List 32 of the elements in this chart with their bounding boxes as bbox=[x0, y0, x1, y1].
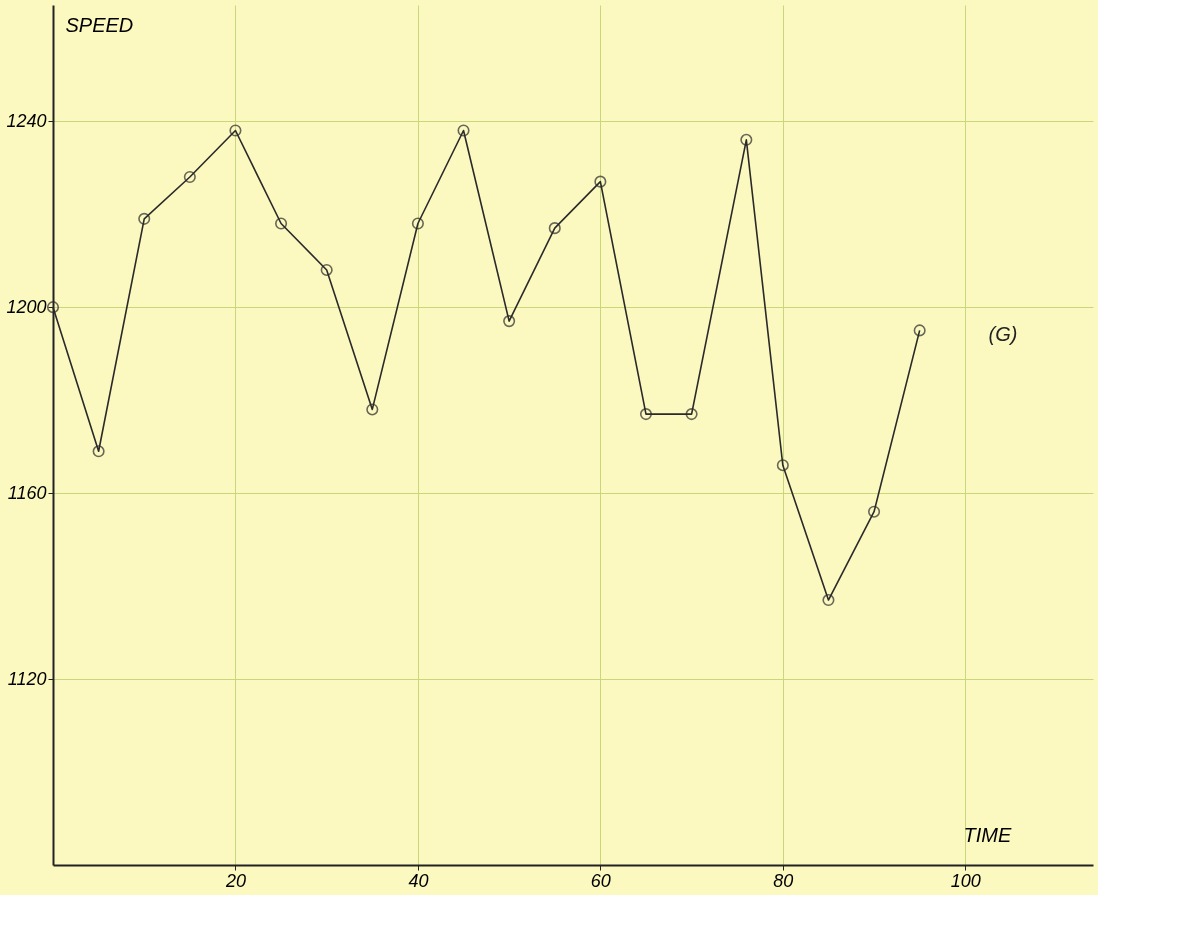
point bbox=[229, 124, 242, 137]
point bbox=[503, 315, 516, 328]
y-tick-label: 1120 bbox=[7, 668, 47, 689]
point bbox=[868, 505, 881, 518]
point bbox=[685, 408, 698, 421]
annotation: (G) bbox=[988, 323, 1018, 345]
x-tick-label: 60 bbox=[590, 870, 611, 891]
point bbox=[548, 222, 561, 235]
x-tick-label: 40 bbox=[408, 870, 429, 891]
point bbox=[275, 217, 288, 230]
point bbox=[457, 124, 470, 137]
point bbox=[92, 445, 105, 458]
point bbox=[46, 301, 60, 314]
point bbox=[639, 408, 653, 421]
x-axis-title: TIME bbox=[963, 823, 1012, 846]
x-tick-label: 20 bbox=[224, 870, 246, 891]
x-tick-label: 80 bbox=[773, 870, 794, 891]
point bbox=[366, 403, 379, 416]
x-tick-label: 100 bbox=[950, 870, 981, 891]
point bbox=[411, 217, 424, 230]
point bbox=[138, 212, 151, 225]
y-tick-label: 1240 bbox=[6, 110, 47, 131]
point bbox=[913, 324, 926, 337]
point bbox=[594, 175, 607, 188]
y-tick-label: 1160 bbox=[7, 482, 47, 503]
y-axis-title: SPEED bbox=[65, 13, 134, 36]
point bbox=[822, 593, 835, 607]
point bbox=[740, 133, 753, 146]
point bbox=[776, 459, 789, 472]
point bbox=[183, 170, 196, 184]
point bbox=[320, 263, 333, 277]
y-tick-label: 1200 bbox=[6, 296, 47, 317]
